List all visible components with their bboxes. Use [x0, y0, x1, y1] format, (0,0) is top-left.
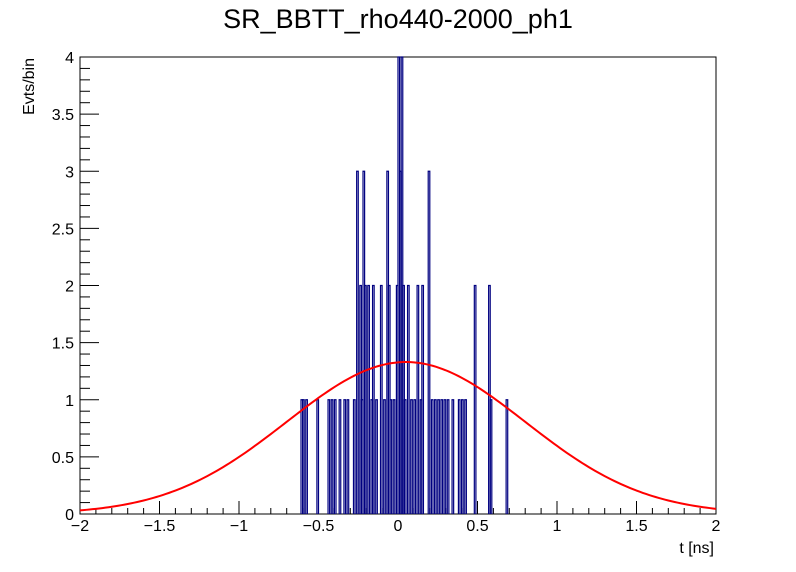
y-tick-label: 4	[65, 50, 74, 67]
x-tick-label: 1.5	[625, 518, 647, 535]
histogram-bin	[343, 399, 347, 514]
histogram-bin	[430, 399, 434, 514]
histogram-bin	[446, 399, 450, 514]
histogram-bin	[389, 399, 393, 514]
histogram-bin	[352, 399, 356, 514]
histogram-bin	[406, 284, 410, 514]
histogram-bin	[413, 399, 417, 514]
x-tick-label: 0	[394, 518, 403, 535]
y-tick-label: 0.5	[52, 450, 74, 467]
histogram-bin	[505, 399, 509, 514]
fit-series	[79, 361, 717, 512]
histogram-bin	[457, 399, 461, 514]
histogram-bin	[327, 399, 331, 514]
histogram-bin	[333, 399, 337, 514]
x-tick-label: 2	[712, 518, 721, 535]
y-tick-label: 3.5	[52, 107, 74, 124]
histogram-bin	[364, 284, 367, 514]
histogram-bin	[440, 399, 444, 514]
y-tick-label: 0	[65, 507, 74, 524]
histogram-bin	[392, 399, 396, 514]
x-tick-label: −1.5	[144, 518, 176, 535]
y-axis: 0 0.5 1 1.5 2 2.5 3 3.5 4	[52, 50, 99, 524]
histogram-bin	[330, 399, 334, 514]
x-tick-label: −2	[71, 518, 89, 535]
histogram-bin	[316, 399, 320, 514]
y-tick-label: 2	[65, 279, 74, 296]
x-axis-label: t [ns]	[679, 540, 714, 557]
histogram-bin	[410, 399, 413, 514]
y-axis-label: Evts/bin	[21, 58, 38, 115]
histogram-bin	[443, 399, 447, 514]
y-tick-label: 1.5	[52, 336, 74, 353]
histogram-bin	[379, 284, 383, 514]
histogram-bin	[451, 399, 455, 514]
histogram-bin	[437, 399, 440, 514]
x-tick-label: −1	[230, 518, 248, 535]
y-tick-label: 2.5	[52, 221, 74, 238]
histogram-bin	[421, 284, 425, 514]
histogram-bin	[461, 399, 464, 514]
histogram-bin	[338, 399, 342, 514]
histogram-bin	[433, 399, 437, 514]
y-tick-label: 1	[65, 393, 74, 410]
fit-curve	[79, 361, 717, 512]
histogram-bin	[403, 399, 407, 514]
histogram-bin	[346, 399, 350, 514]
histogram-bin	[302, 399, 305, 514]
histogram-bin	[383, 399, 386, 514]
histogram-bin	[416, 284, 420, 514]
histogram-bin	[367, 284, 370, 514]
chart-title: SR_BBTT_rho440-2000_ph1	[223, 4, 573, 34]
histogram-bin	[375, 399, 378, 514]
histogram-series	[300, 56, 509, 514]
histogram-bin	[305, 399, 308, 514]
histogram-bin	[356, 170, 359, 514]
x-axis: −2 −1.5 −1 −0.5 0 0.5 1 1.5 2	[71, 501, 721, 535]
histogram-bin	[371, 284, 375, 514]
x-tick-label: 1	[553, 518, 562, 535]
x-tick-label: 0.5	[466, 518, 488, 535]
x-tick-label: −0.5	[303, 518, 335, 535]
y-tick-label: 3	[65, 164, 74, 181]
histogram-bin	[427, 170, 431, 514]
histogram-bin	[489, 399, 493, 514]
histogram-bin	[464, 399, 467, 514]
histogram-bin	[473, 284, 477, 514]
